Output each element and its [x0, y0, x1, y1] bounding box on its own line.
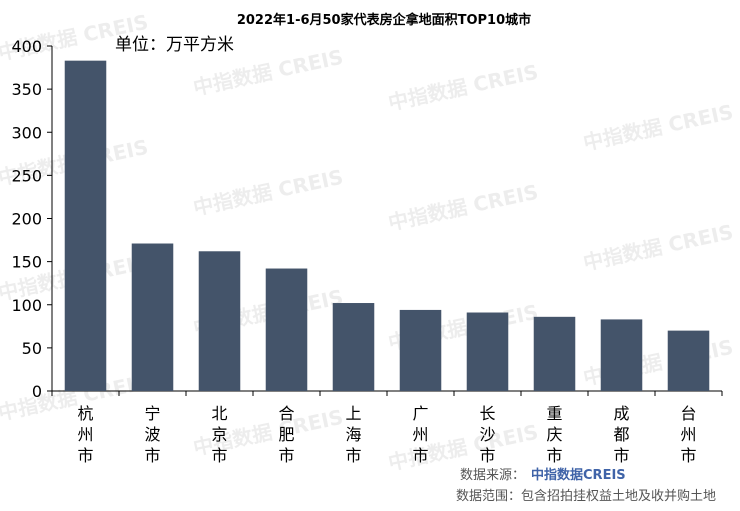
y-axis: 0 50 100 150 200 250 300 350 400	[11, 37, 53, 401]
x-tick-label: 台州市	[680, 404, 696, 465]
bar	[64, 60, 107, 391]
bar	[131, 243, 174, 391]
bar	[533, 316, 576, 391]
bar	[600, 319, 643, 391]
y-tick-label: 50	[22, 339, 42, 358]
source-note: 数据来源： 中指数据CREIS 数据范围：包含招拍挂权益土地及收并购土地	[456, 467, 716, 504]
y-tick-label: 0	[32, 382, 42, 401]
y-tick-label: 400	[11, 37, 42, 56]
y-tick-label: 350	[11, 80, 42, 99]
x-tick-label: 上海市	[345, 404, 361, 465]
y-tick-label: 300	[11, 123, 42, 142]
x-tick-label: 成都市	[613, 404, 629, 465]
bar	[198, 251, 241, 391]
y-tick-label: 100	[11, 296, 42, 315]
watermark-text: 中指数据 CREIS	[581, 220, 735, 275]
y-tick-label: 200	[11, 210, 42, 229]
x-tick-label: 广州市	[412, 404, 428, 465]
source-scope: 数据范围：包含招拍挂权益土地及收并购土地	[456, 488, 716, 504]
y-tick-label: 250	[11, 166, 42, 185]
watermark-text: 中指数据 CREIS	[581, 100, 735, 155]
bar	[667, 330, 710, 391]
category-labels: 杭州市 宁波市 北京市 合肥市 上海市 广州市 长沙市 重庆市 成都市 台州市	[77, 404, 696, 465]
chart-title: 2022年1-6月50家代表房企拿地面积TOP10城市	[237, 12, 531, 28]
bars	[64, 60, 710, 391]
bar	[399, 309, 442, 391]
x-tick-label: 宁波市	[144, 404, 160, 465]
y-tick-label: 150	[11, 253, 42, 272]
watermark-text: 中指数据 CREIS	[191, 165, 345, 220]
watermark-text: 中指数据 CREIS	[386, 420, 540, 475]
source-label: 数据来源：	[460, 468, 525, 483]
bar	[332, 303, 375, 391]
source-brand: 中指数据CREIS	[531, 467, 626, 483]
bar	[466, 312, 509, 391]
x-tick-label: 重庆市	[546, 404, 562, 465]
x-tick-label: 合肥市	[278, 404, 294, 465]
x-axis	[51, 390, 723, 396]
watermark-text: 中指数据 CREIS	[386, 180, 540, 235]
source-line: 数据来源： 中指数据CREIS	[460, 467, 626, 483]
x-tick-label: 北京市	[211, 404, 227, 465]
bar	[265, 268, 308, 391]
watermark-text: 中指数据 CREIS	[386, 60, 540, 115]
x-tick-label: 长沙市	[479, 404, 495, 465]
unit-label: 单位：万平方米	[115, 35, 234, 55]
x-tick-label: 杭州市	[77, 404, 93, 465]
